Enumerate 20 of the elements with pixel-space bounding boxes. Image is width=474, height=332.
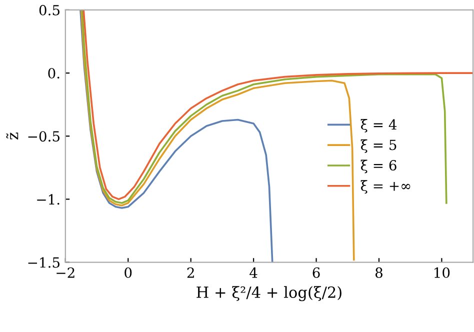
- line-series: [80, 10, 355, 261]
- y-tick-label: 0.: [48, 68, 60, 79]
- x-tick-label: 10: [434, 267, 450, 278]
- legend-label: ξ = 6: [360, 160, 396, 174]
- legend-label: ξ = 4: [360, 118, 397, 132]
- x-tick-label: 8: [375, 267, 382, 278]
- x-tick-label: 0: [124, 267, 132, 278]
- y-axis-title: z̃: [6, 132, 18, 140]
- y-tick-label: −0.5: [28, 131, 60, 142]
- x-tick-label: −2: [56, 267, 74, 278]
- x-axis-title: H + ξ²/4 + log(ξ/2): [196, 286, 342, 302]
- legend-label: ξ = 5: [360, 139, 396, 153]
- line-series: [80, 10, 274, 262]
- y-tick-label: 0.5: [39, 4, 60, 16]
- y-tick-label: −1.5: [28, 257, 60, 268]
- legend-label: ξ = +∞: [360, 180, 410, 194]
- x-tick-label: 4: [250, 267, 258, 278]
- x-tick-label: 6: [312, 267, 320, 278]
- x-tick-label: 2: [187, 267, 194, 278]
- y-tick-label: −1.: [37, 194, 60, 205]
